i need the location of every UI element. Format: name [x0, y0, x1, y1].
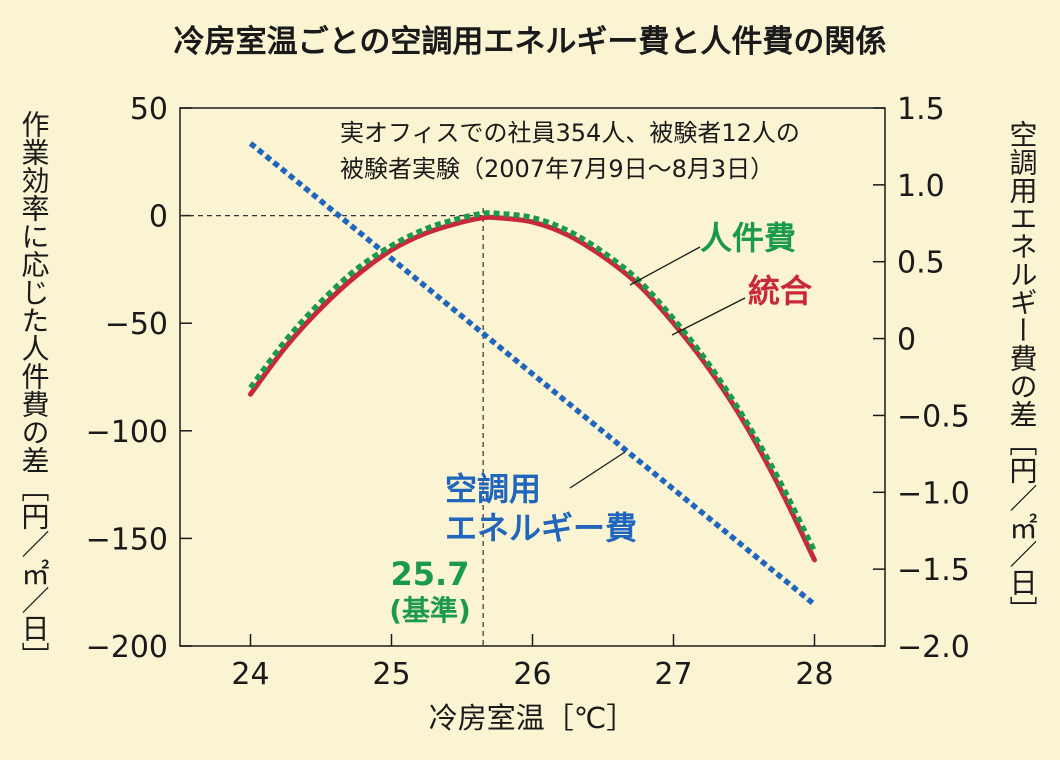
- y-left-tick-label: −100: [86, 415, 168, 450]
- x-tick-label: 28: [795, 657, 833, 692]
- y-right-tick-label: 1.5: [897, 92, 945, 127]
- reference-lines: [180, 208, 484, 646]
- y-left-tick-label: −200: [86, 630, 168, 665]
- x-tick-label: 24: [231, 657, 269, 692]
- y-right-tick-label: −1.5: [897, 553, 970, 588]
- reference-label-value: 25.7: [391, 555, 470, 593]
- y-axis-right-ticks: 1.5 1.0 0.5 0 −0.5 −1.0 −1.5 −2.0: [873, 92, 970, 665]
- y-left-tick-label: −150: [86, 522, 168, 557]
- x-tick-label: 25: [372, 657, 410, 692]
- y-right-tick-label: 0: [897, 323, 916, 358]
- plot-area: [179, 107, 886, 647]
- annotation-line-2: 被験者実験（2007年7月9日〜8月3日）: [340, 155, 774, 183]
- y-axis-right-title: 空調用エネルギー費の差［円／㎡／日］: [1006, 120, 1039, 624]
- leader-line-jinkenhi: [629, 246, 701, 286]
- series-layer: [248, 141, 817, 607]
- series-label-kuchou-2: エネルギー費: [445, 509, 637, 547]
- chart-title: 冷房室温ごとの空調用エネルギー費と人件費の関係: [174, 24, 887, 60]
- x-tick-label: 27: [654, 657, 692, 692]
- y-left-tick-label: 0: [149, 200, 168, 235]
- leader-line-tougou: [671, 297, 746, 336]
- x-axis-title: 冷房室温［℃］: [429, 701, 636, 735]
- y-left-tick-label: 50: [130, 92, 168, 127]
- y-axis-left-ticks: 50 0 −50 −100 −150 −200: [86, 92, 192, 665]
- series-label-jinkenhi: 人件費: [700, 219, 796, 257]
- x-tick-label: 26: [513, 657, 551, 692]
- y-axis-left-title: 作業効率に応じた人件費の差［円／㎡／日］: [18, 110, 51, 670]
- leader-line-kuchou: [569, 451, 626, 489]
- x-axis-ticks: 24 25 26 27 28: [231, 634, 834, 692]
- y-right-tick-label: 0.5: [897, 246, 945, 281]
- y-right-tick-label: −1.0: [897, 476, 970, 511]
- reference-label-note: (基準): [389, 594, 471, 627]
- y-right-tick-label: −0.5: [897, 399, 970, 434]
- series-line-0: [248, 210, 817, 553]
- series-label-tougou: 統合: [748, 272, 812, 310]
- y-left-tick-label: −50: [105, 307, 168, 342]
- series-label-kuchou-1: 空調用: [445, 470, 541, 508]
- y-right-tick-label: −2.0: [897, 630, 970, 665]
- series-line-2: [248, 141, 817, 607]
- annotation-line-1: 実オフィスでの社員354人、被験者12人の: [340, 119, 800, 147]
- y-right-tick-label: 1.0: [897, 169, 945, 204]
